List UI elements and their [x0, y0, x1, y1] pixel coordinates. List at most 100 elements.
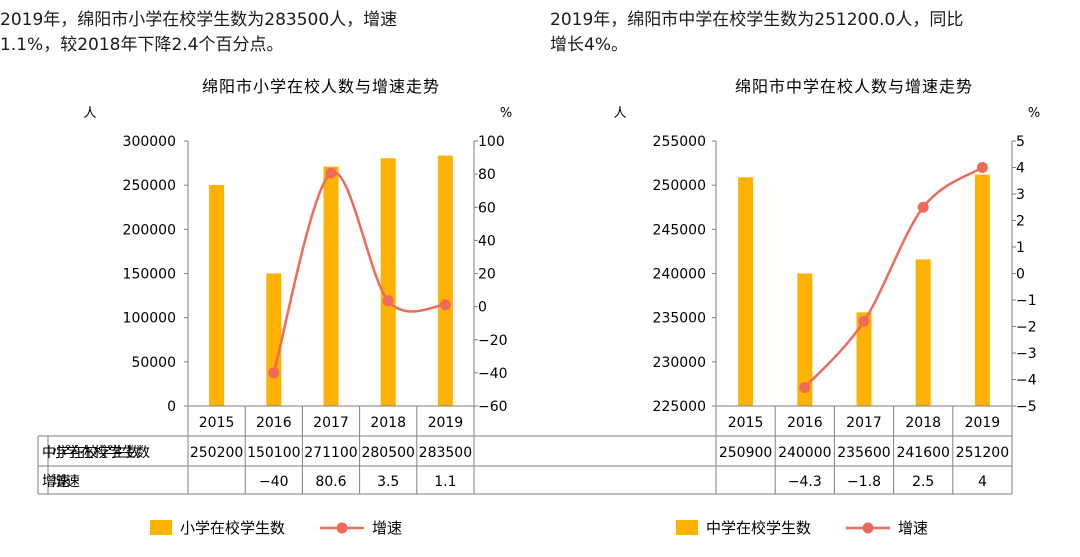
table-cell-growth: −1.8: [847, 474, 881, 490]
table-cell-count: 251200: [956, 445, 1009, 461]
table-cell-count: 150100: [247, 445, 300, 461]
table-cell-growth: 4: [978, 474, 987, 490]
category-label: 2019: [965, 415, 1001, 431]
left-axis-tick-label: 255000: [653, 134, 706, 150]
right-axis-tick-label: −1: [1016, 293, 1037, 309]
category-label: 2017: [846, 415, 882, 431]
right-axis-tick-label: 4: [1016, 161, 1025, 177]
right-axis-tick-label: 20: [478, 267, 496, 283]
chart-title: 绵阳市中学在校人数与增速走势: [735, 77, 973, 96]
left-axis-tick-label: 300000: [123, 134, 176, 150]
left-axis-tick-label: 250000: [123, 178, 176, 194]
right-axis-unit: %: [500, 106, 512, 121]
right-axis-tick-label: 3: [1016, 187, 1025, 203]
left-axis-tick-label: 100000: [123, 311, 176, 327]
right-chart-panel: 2019年，绵阳市中学在校学生数为251200.0人，同比 增长4%。 绵阳市中…: [37, 0, 1080, 557]
category-label: 2016: [787, 415, 823, 431]
table-cell-count: 283500: [419, 445, 472, 461]
table-cell-growth: 80.6: [315, 474, 346, 490]
right-axis-tick-label: −5: [1016, 399, 1037, 415]
growth-point-2018: [382, 295, 394, 307]
bar-2019: [974, 174, 990, 406]
bar-2015: [738, 177, 754, 406]
table-row-header-growth: 增速: [42, 474, 70, 490]
left-caption: 2019年，绵阳市小学在校学生数为283500人，增速 1.1%，较2018年下…: [0, 10, 398, 55]
growth-line: [272, 171, 446, 374]
right-axis-tick-label: 5: [1016, 134, 1025, 150]
table-cell-growth: 1.1: [434, 474, 456, 490]
right-caption: 2019年，绵阳市中学在校学生数为251200.0人，同比 增长4%。: [550, 10, 964, 55]
growth-point-2019: [976, 162, 988, 173]
table-cell-growth: 2.5: [912, 474, 934, 490]
right-axis-tick-label: −4: [1016, 373, 1037, 389]
bar-2018: [915, 259, 931, 406]
left-axis-tick-label: 245000: [653, 222, 706, 238]
right-axis-tick-label: −60: [478, 399, 508, 415]
right-axis-tick-label: 80: [478, 167, 496, 183]
left-axis-tick-label: 230000: [653, 355, 706, 371]
category-label: 2019: [428, 415, 464, 431]
left-axis-tick-label: 50000: [131, 355, 176, 371]
bar-2016: [797, 273, 813, 406]
legend-bar-swatch: [676, 520, 698, 535]
left-axis-tick-label: 200000: [123, 222, 176, 238]
table-cell-count: 241600: [896, 445, 949, 461]
growth-point-2017: [858, 315, 870, 327]
right-axis-tick-label: 2: [1016, 214, 1025, 230]
growth-point-2019: [439, 299, 451, 311]
right-axis-tick-label: −40: [478, 366, 508, 382]
legend-line-label: 增速: [372, 519, 402, 537]
table-cell-growth: −40: [259, 474, 289, 490]
right-axis-tick-label: −20: [478, 333, 508, 349]
category-label: 2018: [905, 415, 941, 431]
right-axis-tick-label: 100: [478, 134, 505, 150]
right-axis-tick-label: 1: [1016, 240, 1025, 256]
category-label: 2015: [199, 415, 235, 431]
legend-line-label: 增速: [898, 519, 928, 537]
legend-line-marker: [862, 522, 874, 534]
table-cell-count: 235600: [837, 445, 890, 461]
bar-2018: [380, 158, 396, 406]
table-row-header-count: 小学在校学生数: [52, 444, 150, 461]
category-label: 2015: [728, 415, 764, 431]
bar-2016: [266, 273, 282, 406]
table-row-header-growth: 增速: [52, 474, 80, 490]
right-axis-tick-label: 60: [478, 200, 496, 216]
left-axis-unit: 人: [613, 106, 626, 121]
table-cell-growth: 3.5: [377, 474, 399, 490]
growth-point-2016: [268, 367, 280, 379]
right-axis-tick-label: 0: [1016, 267, 1025, 283]
category-label: 2017: [313, 415, 349, 431]
legend-bar-swatch: [150, 520, 172, 535]
right-axis-unit: %: [1028, 106, 1040, 121]
category-label: 2016: [256, 415, 292, 431]
table-cell-count: 250200: [190, 445, 243, 461]
table-cell-growth: −4.3: [788, 474, 822, 490]
table-cell-count: 250900: [719, 445, 772, 461]
legend-bar-label: 小学在校学生数: [180, 519, 285, 537]
legend-bar-label: 中学在校学生数: [706, 519, 811, 537]
left-chart-panel: 2019年，绵阳市小学在校学生数为283500人，增速 1.1%，较2018年下…: [0, 10, 512, 537]
left-axis-tick-label: 0: [167, 399, 176, 415]
right-axis-tick-label: −3: [1016, 346, 1037, 362]
growth-point-2016: [799, 381, 811, 393]
chart-title: 绵阳市小学在校人数与增速走势: [202, 77, 440, 96]
right-axis-tick-label: 40: [478, 233, 496, 249]
right-axis-tick-label: 0: [478, 300, 487, 316]
table-row-header-count: 中学在校学生数: [42, 444, 140, 461]
growth-point-2017: [325, 167, 337, 179]
right-axis-tick-label: −2: [1016, 320, 1037, 336]
bar-2017: [856, 312, 872, 406]
growth-point-2018: [917, 201, 929, 213]
left-axis-tick-label: 235000: [653, 311, 706, 327]
category-label: 2018: [370, 415, 406, 431]
bar-2015: [209, 184, 225, 406]
left-axis-tick-label: 250000: [653, 178, 706, 194]
table-cell-count: 271100: [304, 445, 357, 461]
left-axis-tick-label: 225000: [653, 399, 706, 415]
table-cell-count: 280500: [361, 445, 414, 461]
legend-line-marker: [336, 522, 348, 534]
left-axis-tick-label: 150000: [123, 267, 176, 283]
